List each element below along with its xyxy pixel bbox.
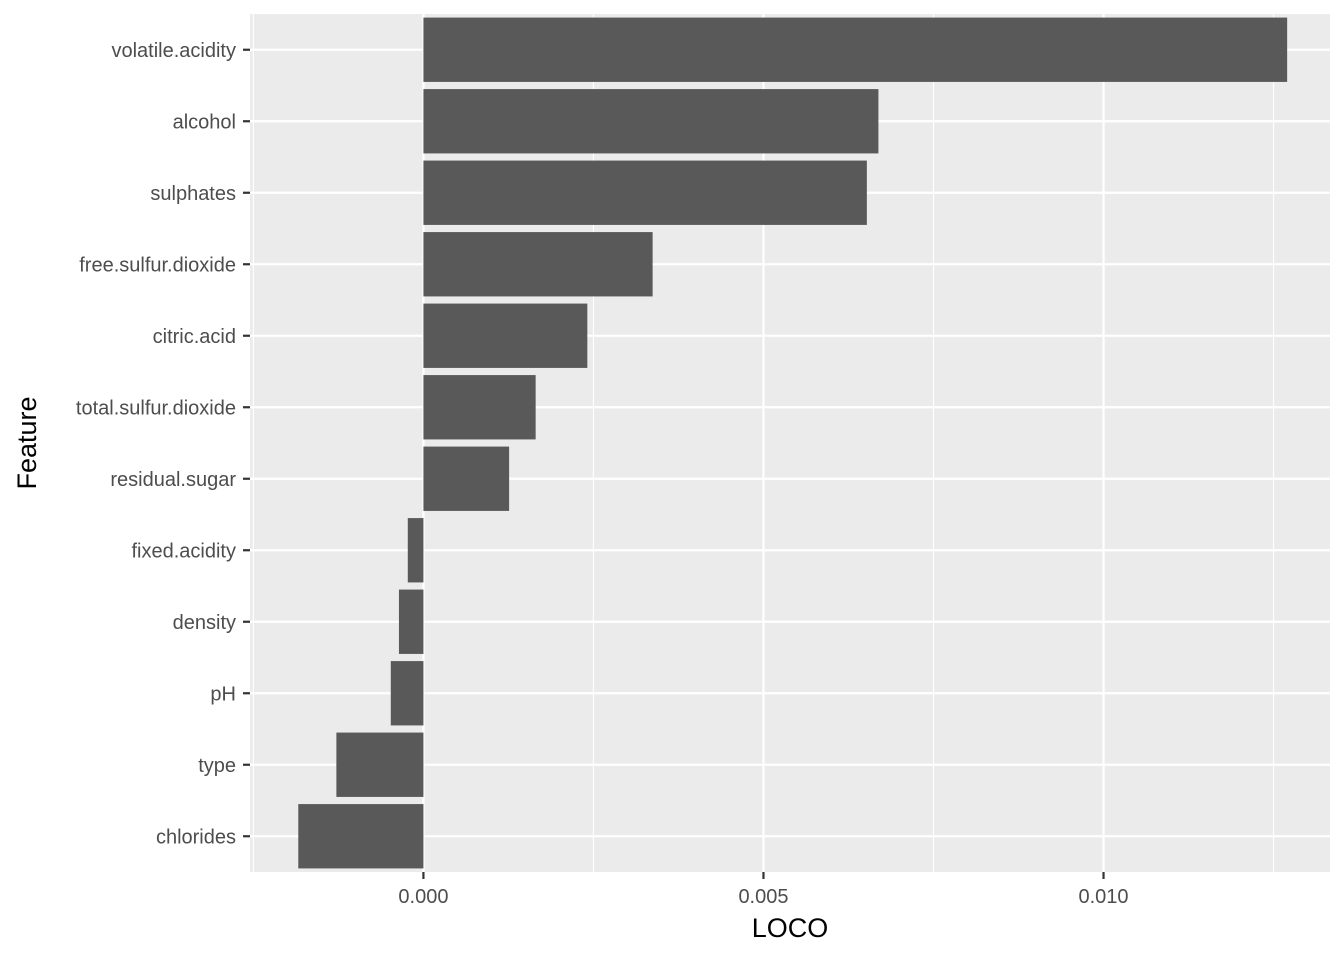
bar-total-sulfur-dioxide: [423, 375, 536, 440]
bars: [298, 17, 1288, 869]
y-tick-label: sulphates: [150, 183, 236, 205]
y-tick-label: fixed.acidity: [132, 540, 237, 562]
bar-alcohol: [423, 89, 879, 154]
x-tick-label: 0.005: [738, 886, 788, 908]
x-axis: 0.000 0.005 0.010: [398, 872, 1129, 908]
y-axis-title: Feature: [12, 396, 42, 489]
y-tick-label: alcohol: [173, 111, 236, 133]
bar-volatile-acidity: [423, 17, 1288, 82]
x-tick-label: 0.010: [1078, 886, 1128, 908]
x-axis-title: LOCO: [752, 913, 829, 943]
y-tick-label: free.sulfur.dioxide: [79, 254, 236, 276]
y-tick-label: citric.acid: [153, 326, 236, 348]
minor-gridlines: [252, 14, 1275, 872]
y-tick-label: type: [198, 755, 236, 777]
y-tick-label: pH: [210, 683, 236, 705]
bar-free-sulfur-dioxide: [423, 232, 653, 297]
bar-ph: [390, 661, 424, 726]
bar-density: [398, 589, 424, 654]
bar-sulphates: [423, 160, 867, 225]
x-tick-label: 0.000: [398, 886, 448, 908]
plot-panel: [250, 14, 1330, 872]
y-tick-label: residual.sugar: [110, 469, 236, 491]
bar-type: [336, 732, 424, 797]
bar-fixed-acidity: [407, 518, 424, 583]
bar-residual-sugar: [423, 446, 510, 511]
bar-citric-acid: [423, 303, 588, 368]
bar-chlorides: [298, 804, 424, 869]
y-tick-label: chlorides: [156, 826, 236, 848]
y-tick-label: density: [173, 612, 236, 634]
y-tick-label: volatile.acidity: [111, 40, 236, 62]
y-axis: volatile.acidity alcohol sulphates free.sul…: [76, 40, 250, 848]
y-tick-label: total.sulfur.dioxide: [76, 397, 236, 419]
